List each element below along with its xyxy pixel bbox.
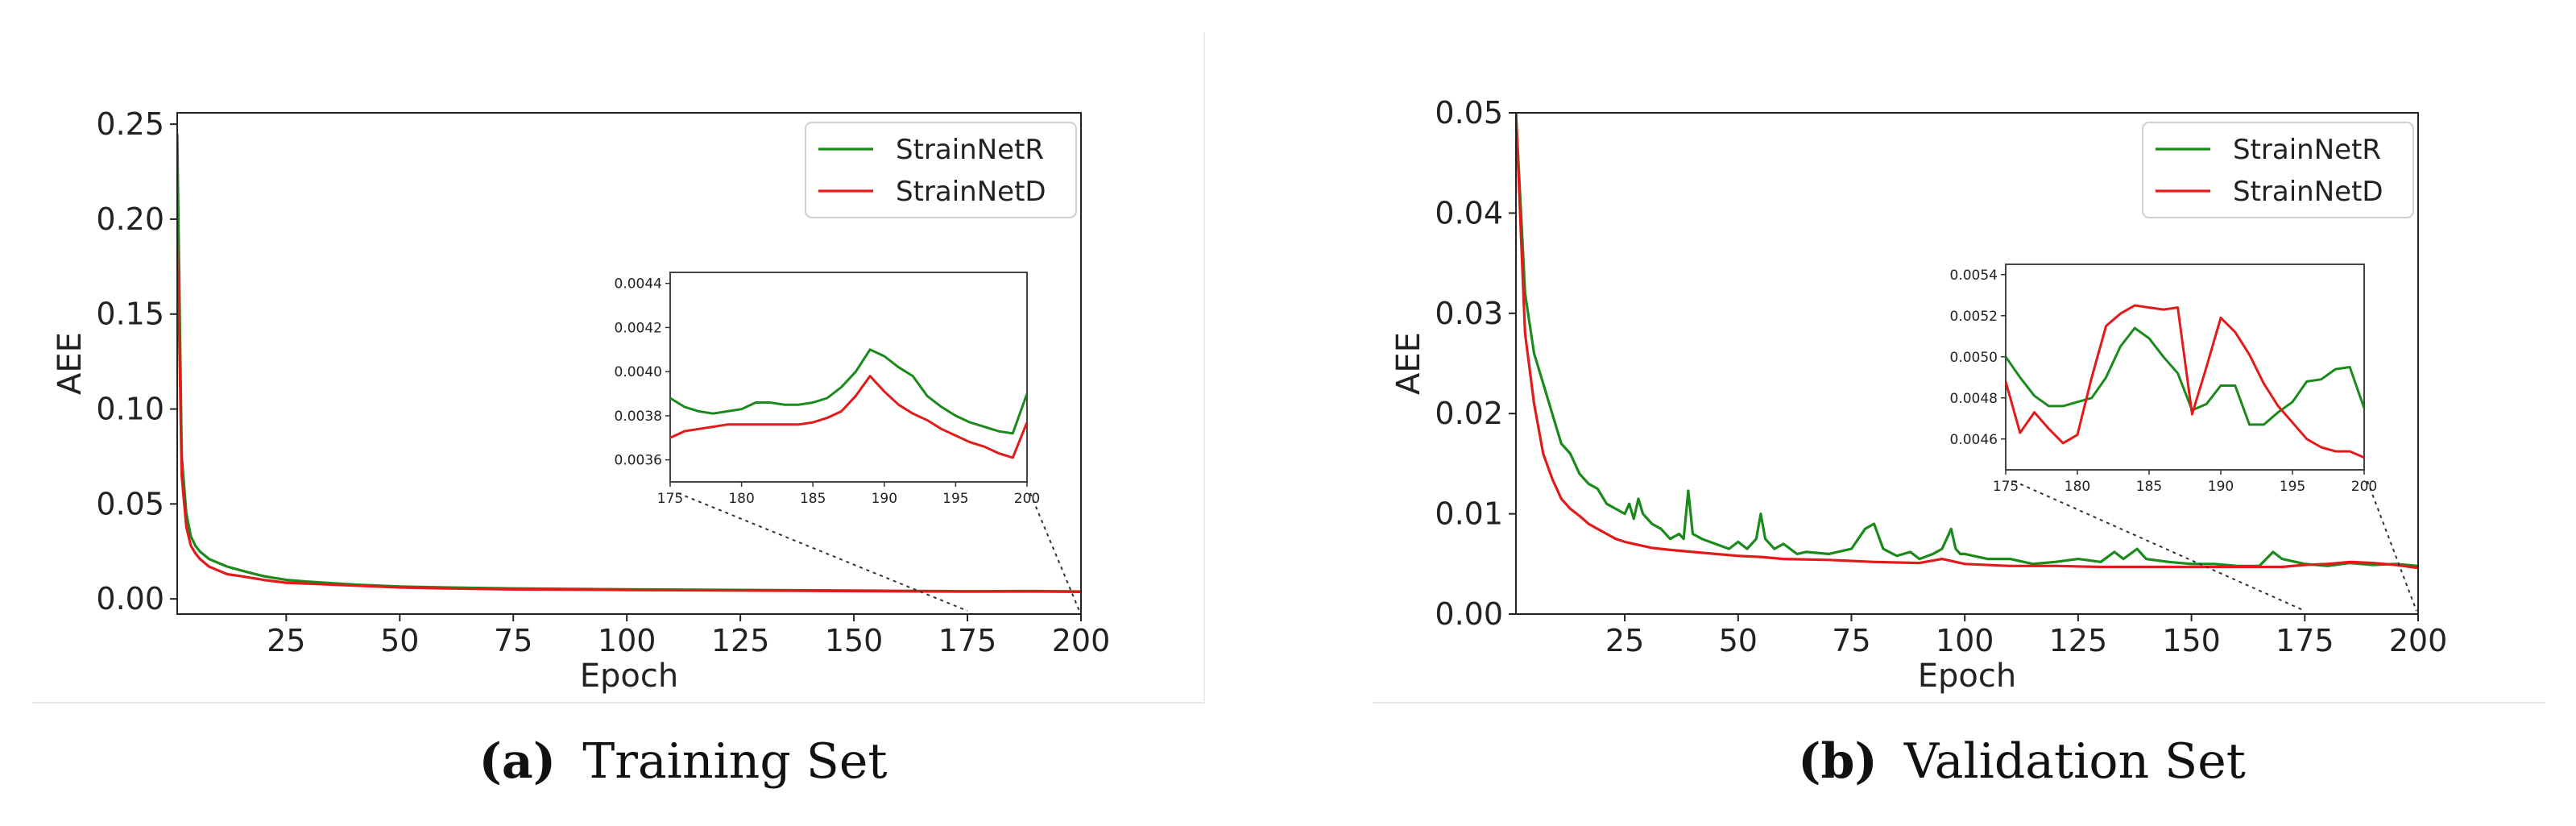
inset-x-tick-label: 175 — [1993, 479, 2019, 495]
inset-x-tick-label: 190 — [872, 491, 897, 507]
legend-label-strainnetr: StrainNetR — [896, 134, 1044, 166]
x-tick-label: 200 — [2389, 623, 2448, 658]
inset-y-tick-label: 0.0046 — [1950, 432, 1998, 448]
y-tick-label: 0.10 — [96, 392, 164, 427]
inset-x-tick-label: 185 — [800, 491, 826, 507]
x-tick-label: 200 — [1052, 623, 1111, 658]
caption-validation-set: (b) Validation Set — [1798, 733, 2246, 790]
inset-y-tick-label: 0.0052 — [1950, 309, 1998, 325]
x-tick-label: 50 — [1719, 623, 1758, 658]
series-group — [177, 133, 1081, 593]
y-tick-label: 0.01 — [1435, 496, 1503, 532]
inset-x-tick-label: 190 — [2208, 479, 2234, 495]
legend-label-strainnetd: StrainNetD — [2233, 176, 2383, 208]
inset-connector-right — [2367, 480, 2417, 612]
x-tick-label: 175 — [938, 623, 997, 658]
panel-validation-set: 25 50 75 100 125 150 175 200 0.00 0.01 0.02 0.03 0.0… — [1390, 95, 2447, 790]
inset-connector-left — [677, 492, 968, 612]
inset-series-line-strainnetd — [2006, 304, 2364, 459]
caption-text: Training Set — [582, 733, 887, 790]
legend-box — [2142, 122, 2414, 218]
inset-y-tick-label: 0.0040 — [615, 364, 662, 380]
inset-series-group — [670, 348, 1027, 459]
inset-y-tick-label: 0.0050 — [1950, 350, 1998, 366]
inset-x-tick-label: 200 — [2351, 479, 2377, 495]
y-tick-label: 0.03 — [1435, 296, 1503, 331]
x-axis-label: Epoch — [580, 658, 678, 695]
plot-frame — [176, 112, 1082, 615]
y-tick-label: 0.02 — [1435, 396, 1503, 431]
x-tick-label: 25 — [1605, 623, 1644, 658]
y-tick-label: 0.20 — [96, 201, 164, 237]
inset-series-line-strainnetr — [2006, 326, 2364, 426]
caption-training-set: (a) Training Set — [478, 733, 887, 790]
y-tick-label: 0.00 — [1435, 596, 1503, 632]
y-axis-label: AEE — [1390, 332, 1427, 395]
inset-series-line-strainnetr — [670, 348, 1027, 435]
legend-label-strainnetr: StrainNetR — [2233, 134, 2381, 166]
x-tick-label: 150 — [2162, 623, 2221, 658]
panel-training-set: 25 50 75 100 125 150 175 200 0.00 0.05 0.10 0.15 0.2… — [52, 106, 1110, 790]
y-axis-label: AEE — [52, 332, 89, 395]
inset-y-tick-label: 0.0042 — [615, 320, 662, 336]
caption-letter: (a) — [478, 733, 556, 790]
legend-label-strainnetd: StrainNetD — [896, 176, 1046, 208]
x-tick-label: 175 — [2276, 623, 2334, 658]
series-line-strainnetd — [177, 218, 1081, 593]
inset-y-tick-label: 0.0044 — [615, 276, 662, 293]
y-tick-label: 0.05 — [96, 486, 164, 521]
inset-y-tick-label: 0.0054 — [1950, 268, 1998, 284]
series-line-strainnetr — [1516, 113, 2418, 567]
inset-x-tick-label: 180 — [2065, 479, 2090, 495]
inset-frame — [669, 272, 1028, 483]
y-tick-label: 0.05 — [1435, 95, 1503, 131]
x-tick-label: 25 — [267, 623, 305, 658]
x-tick-label: 100 — [598, 623, 656, 658]
y-tick-label: 0.04 — [1435, 195, 1503, 230]
inset-x-tick-label: 200 — [1014, 491, 1040, 507]
inset-x-tick-label: 175 — [657, 491, 683, 507]
caption-text: Validation Set — [1903, 733, 2246, 790]
inset-y-tick-label: 0.0038 — [615, 409, 662, 425]
inset-series-line-strainnetd — [670, 375, 1027, 459]
x-tick-label: 125 — [2049, 623, 2108, 658]
x-tick-label: 125 — [711, 623, 770, 658]
y-tick-label: 0.00 — [96, 581, 164, 616]
y-tick-label: 0.25 — [96, 106, 164, 142]
x-tick-label: 75 — [1832, 623, 1870, 658]
plot-frame — [1515, 112, 2419, 615]
x-tick-label: 100 — [1936, 623, 1994, 658]
inset-connector-right — [1029, 492, 1080, 612]
inset-x-tick-label: 195 — [2280, 479, 2305, 495]
caption-letter: (b) — [1798, 733, 1878, 790]
x-tick-label: 150 — [825, 623, 884, 658]
legend-box — [805, 122, 1077, 218]
inset-y-tick-label: 0.0036 — [615, 453, 662, 469]
series-group — [1516, 113, 2418, 570]
inset-x-tick-label: 195 — [942, 491, 968, 507]
inset-x-tick-label: 185 — [2136, 479, 2162, 495]
inset-connector-left — [2013, 480, 2305, 612]
inset-series-group — [2006, 304, 2364, 459]
series-line-strainnetd — [1516, 113, 2418, 570]
inset-x-tick-label: 180 — [728, 491, 754, 507]
x-tick-label: 50 — [380, 623, 419, 658]
y-tick-label: 0.15 — [96, 297, 164, 332]
x-axis-label: Epoch — [1918, 658, 2016, 695]
x-tick-label: 75 — [494, 623, 532, 658]
inset-y-tick-label: 0.0048 — [1950, 391, 1998, 407]
